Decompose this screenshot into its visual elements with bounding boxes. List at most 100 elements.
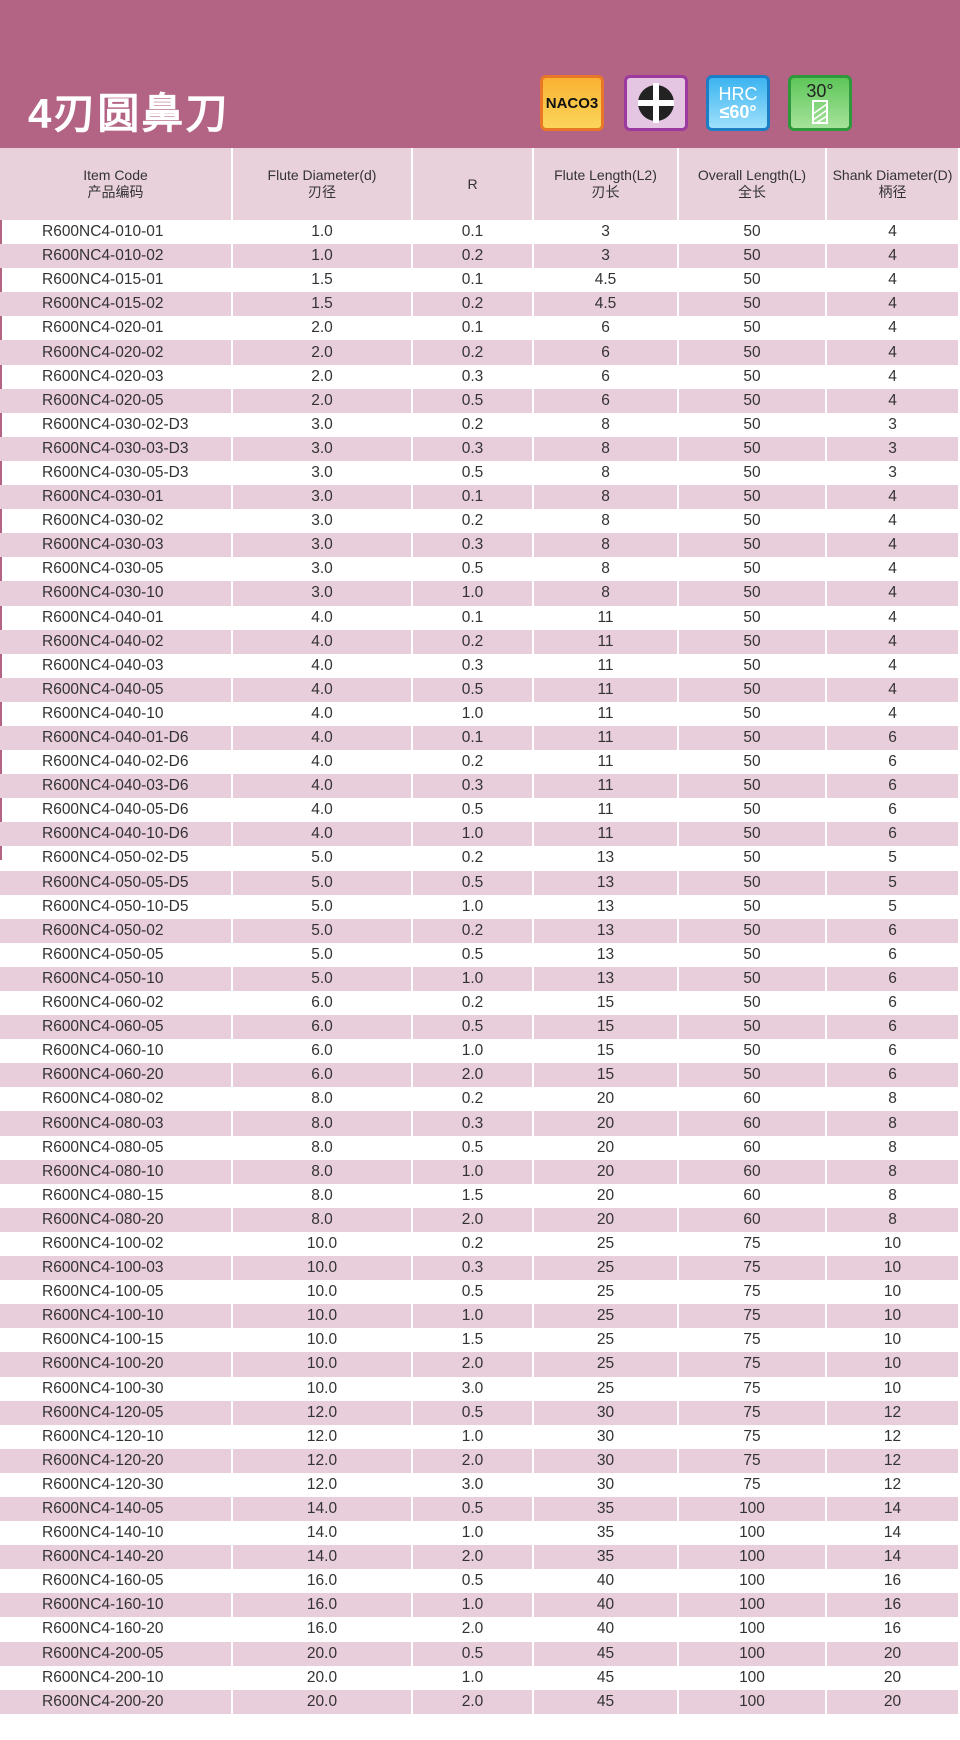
cell-item-code: R600NC4-200-05 xyxy=(0,1641,233,1666)
table-row: R600NC4-120-05 12.0 0.5 30 75 12 xyxy=(0,1400,960,1425)
cell-overall-length: 50 xyxy=(679,292,827,317)
cell-flute-length: 45 xyxy=(534,1641,679,1666)
cell-item-code: R600NC4-100-30 xyxy=(0,1376,233,1401)
cell-item-code: R600NC4-160-20 xyxy=(0,1617,233,1642)
cell-item-code: R600NC4-050-05 xyxy=(0,942,233,967)
cell-overall-length: 50 xyxy=(679,412,827,437)
cell-radius: 1.0 xyxy=(413,1665,534,1690)
cell-overall-length: 50 xyxy=(679,846,827,871)
cell-shank-diameter: 10 xyxy=(827,1352,960,1377)
cell-item-code: R600NC4-100-03 xyxy=(0,1256,233,1281)
cell-shank-diameter: 6 xyxy=(827,750,960,775)
header-label-en: Flute Length(L2) xyxy=(554,167,657,184)
cell-shank-diameter: 6 xyxy=(827,918,960,943)
cell-item-code: R600NC4-200-10 xyxy=(0,1665,233,1690)
cell-radius: 1.0 xyxy=(413,1424,534,1449)
cell-radius: 2.0 xyxy=(413,1063,534,1088)
cell-shank-diameter: 20 xyxy=(827,1665,960,1690)
table-row: R600NC4-050-10 5.0 1.0 13 50 6 xyxy=(0,966,960,991)
cell-shank-diameter: 14 xyxy=(827,1521,960,1546)
cell-radius: 0.1 xyxy=(413,316,534,341)
cell-flute-length: 13 xyxy=(534,942,679,967)
cell-radius: 0.3 xyxy=(413,533,534,558)
cell-shank-diameter: 4 xyxy=(827,220,960,245)
table-row: R600NC4-160-20 16.0 2.0 40 100 16 xyxy=(0,1617,960,1642)
cell-overall-length: 50 xyxy=(679,870,827,895)
cell-shank-diameter: 6 xyxy=(827,822,960,847)
cell-overall-length: 50 xyxy=(679,725,827,751)
cell-radius: 0.5 xyxy=(413,677,534,702)
cell-radius: 1.0 xyxy=(413,1039,534,1064)
header-overall-length: Overall Length(L) 全长 xyxy=(679,148,827,220)
cell-flute-length: 11 xyxy=(534,677,679,702)
cell-overall-length: 60 xyxy=(679,1183,827,1208)
table-row: R600NC4-040-03-D6 4.0 0.3 11 50 6 xyxy=(0,774,960,799)
cell-radius: 0.5 xyxy=(413,1496,534,1522)
cell-shank-diameter: 14 xyxy=(827,1496,960,1522)
cell-flute-diameter: 6.0 xyxy=(233,1063,413,1088)
cell-radius: 0.2 xyxy=(413,750,534,775)
cell-overall-length: 75 xyxy=(679,1352,827,1377)
cell-radius: 0.3 xyxy=(413,1111,534,1136)
cell-flute-diameter: 4.0 xyxy=(233,605,413,630)
cell-overall-length: 50 xyxy=(679,581,827,606)
table-row: R600NC4-030-02-D3 3.0 0.2 8 50 3 xyxy=(0,412,960,437)
cell-item-code: R600NC4-030-05-D3 xyxy=(0,460,233,486)
cell-flute-diameter: 8.0 xyxy=(233,1111,413,1136)
table-body: R600NC4-010-01 1.0 0.1 3 50 4 R600NC4-010-02 1.… xyxy=(0,220,960,1714)
cell-item-code: R600NC4-040-03 xyxy=(0,653,233,678)
cell-radius: 1.0 xyxy=(413,1304,534,1329)
cell-shank-diameter: 4 xyxy=(827,533,960,558)
cell-shank-diameter: 6 xyxy=(827,942,960,967)
cell-item-code: R600NC4-040-02-D6 xyxy=(0,750,233,775)
cell-flute-length: 8 xyxy=(534,485,679,510)
cell-radius: 0.3 xyxy=(413,364,534,389)
cell-radius: 0.3 xyxy=(413,1256,534,1281)
cell-overall-length: 75 xyxy=(679,1256,827,1281)
four-flute-icon xyxy=(624,75,688,131)
cell-flute-length: 20 xyxy=(534,1183,679,1208)
cell-flute-length: 8 xyxy=(534,509,679,534)
cell-flute-length: 8 xyxy=(534,460,679,486)
cell-flute-length: 25 xyxy=(534,1376,679,1401)
cell-shank-diameter: 4 xyxy=(827,605,960,630)
cell-flute-diameter: 10.0 xyxy=(233,1376,413,1401)
cell-radius: 1.0 xyxy=(413,581,534,606)
cell-item-code: R600NC4-030-03 xyxy=(0,533,233,558)
table-row: R600NC4-200-10 20.0 1.0 45 100 20 xyxy=(0,1665,960,1690)
hrc-badge: HRC ≤60° xyxy=(706,75,770,131)
cell-flute-diameter: 2.0 xyxy=(233,364,413,389)
header-flute-length: Flute Length(L2) 刃长 xyxy=(534,148,679,220)
cell-shank-diameter: 4 xyxy=(827,292,960,317)
cell-radius: 0.3 xyxy=(413,436,534,461)
cell-item-code: R600NC4-020-03 xyxy=(0,364,233,389)
cell-shank-diameter: 3 xyxy=(827,412,960,437)
cell-shank-diameter: 10 xyxy=(827,1280,960,1305)
cell-overall-length: 75 xyxy=(679,1448,827,1473)
cell-flute-length: 13 xyxy=(534,894,679,919)
cell-item-code: R600NC4-200-20 xyxy=(0,1689,233,1714)
cell-overall-length: 50 xyxy=(679,942,827,967)
cell-flute-length: 25 xyxy=(534,1280,679,1305)
cell-overall-length: 100 xyxy=(679,1521,827,1546)
cell-radius: 1.0 xyxy=(413,966,534,991)
cell-shank-diameter: 6 xyxy=(827,1015,960,1040)
cell-flute-diameter: 16.0 xyxy=(233,1593,413,1618)
header-label-zh: 柄径 xyxy=(878,184,907,200)
cell-flute-diameter: 10.0 xyxy=(233,1304,413,1329)
cell-overall-length: 50 xyxy=(679,750,827,775)
cell-shank-diameter: 12 xyxy=(827,1472,960,1497)
cell-flute-length: 35 xyxy=(534,1521,679,1546)
cell-item-code: R600NC4-040-05-D6 xyxy=(0,798,233,823)
title-banner: 4刃圆鼻刀 NACO3 HRC ≤60° 30° xyxy=(0,0,960,148)
cell-radius: 2.0 xyxy=(413,1448,534,1473)
cell-flute-length: 35 xyxy=(534,1545,679,1570)
table-row: R600NC4-020-03 2.0 0.3 6 50 4 xyxy=(0,364,960,389)
cell-radius: 0.2 xyxy=(413,340,534,365)
cell-radius: 3.0 xyxy=(413,1472,534,1497)
cell-item-code: R600NC4-080-05 xyxy=(0,1135,233,1160)
table-row: R600NC4-080-15 8.0 1.5 20 60 8 xyxy=(0,1183,960,1208)
cell-radius: 1.0 xyxy=(413,1593,534,1618)
cell-radius: 2.0 xyxy=(413,1689,534,1714)
cell-item-code: R600NC4-040-02 xyxy=(0,629,233,654)
